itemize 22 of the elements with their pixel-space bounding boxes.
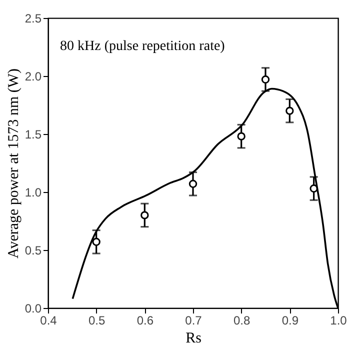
y-axis-title: Average power at 1573 nm (W) (6, 68, 22, 259)
y-tick-label: 2.0 (24, 70, 42, 84)
x-tick-label: 0.6 (136, 314, 154, 328)
x-tick-label: 0.5 (88, 314, 106, 328)
x-tick-label: 0.9 (282, 314, 299, 328)
y-tick-label: 0.0 (24, 302, 42, 316)
point (188, 180, 198, 188)
y-tick-label: 0.5 (24, 244, 42, 258)
x-tick-label: 0.8 (233, 314, 250, 328)
point (286, 106, 294, 115)
y-tick-label: 2.5 (24, 12, 42, 26)
point (237, 132, 246, 140)
x-tick-label: 0.4 (40, 314, 58, 328)
point (140, 211, 149, 220)
point (92, 238, 100, 246)
x-tick-label: 1.0 (330, 314, 348, 328)
annotation: 80 kHz (pulse repetition rate) (60, 39, 226, 54)
x-axis-title: Rs (186, 330, 202, 346)
x-tick-label: 0.7 (185, 314, 202, 328)
point (261, 75, 270, 84)
y-tick-label: 1.0 (24, 186, 42, 200)
y-tick-label: 1.5 (24, 128, 42, 142)
